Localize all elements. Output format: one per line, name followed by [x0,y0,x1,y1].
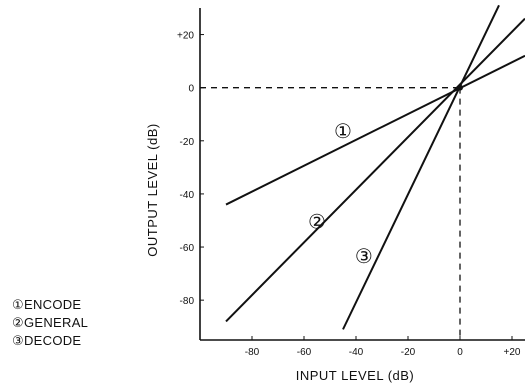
legend-marker: ① [12,297,24,312]
x-tick-label: -60 [297,347,312,358]
series-line-general [225,17,525,323]
legend-label: GENERAL [23,315,89,330]
y-tick-label: -60 [180,243,195,254]
x-tick-label: +20 [504,347,521,358]
x-axis-ticks: -80 -60 -40 -20 0 +20 [245,336,521,358]
series-lines [225,4,525,330]
series-line-encode [225,54,525,206]
legend-item-decode: ③DECODE [12,332,88,350]
legend-item-general: ②GENERAL [12,314,88,332]
legend-marker: ③ [12,333,24,348]
legend-item-encode: ①ENCODE [12,296,88,314]
y-tick-label: -40 [180,190,195,201]
y-tick-label: +20 [177,31,194,42]
x-tick-label: -40 [349,347,364,358]
x-tick-label: -80 [245,347,260,358]
y-tick-label: -20 [180,137,195,148]
series-label: ① [334,121,352,143]
x-tick-label: 0 [457,347,463,358]
legend: ①ENCODE ②GENERAL ③DECODE [12,296,88,350]
legend-label: ENCODE [23,297,82,312]
reference-lines [200,87,461,340]
y-axis-title: OUTPUT LEVEL (dB) [145,123,160,256]
legend-label: DECODE [23,333,82,348]
y-tick-label: -80 [180,296,195,307]
series-label: ② [308,211,326,233]
x-tick-label: -20 [401,347,416,358]
y-axis-ticks: -80 -60 -40 -20 0 +20 [177,31,204,307]
series-line-decode [342,4,500,330]
legend-marker: ② [12,315,24,330]
plot-area [199,8,525,341]
series-label: ③ [355,246,373,268]
series-labels: ① ② ③ [308,121,373,268]
x-axis-title: INPUT LEVEL (dB) [296,368,415,383]
pivot-point [457,84,463,91]
y-tick-label: 0 [188,84,194,95]
